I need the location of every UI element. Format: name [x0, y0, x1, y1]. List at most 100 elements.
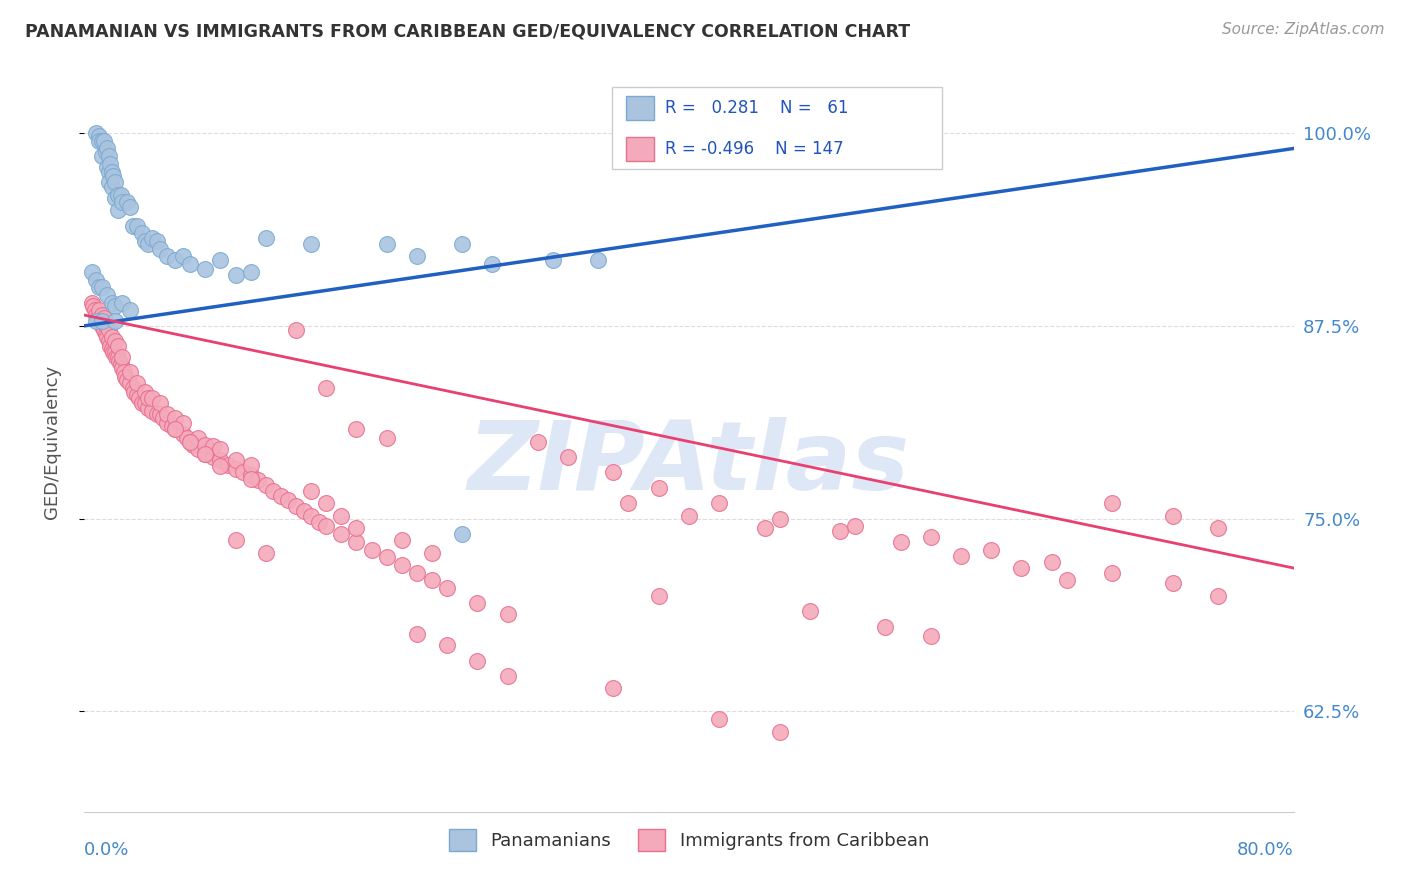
- Point: [165, 411, 187, 425]
- Point: [844, 519, 866, 533]
- Text: R = -0.496    N = 147: R = -0.496 N = 147: [665, 140, 844, 158]
- Point: [172, 250, 194, 264]
- Text: 80.0%: 80.0%: [1237, 841, 1294, 859]
- Point: [160, 419, 183, 434]
- Point: [225, 268, 247, 282]
- Point: [648, 481, 671, 495]
- Point: [122, 385, 145, 400]
- Point: [308, 515, 330, 529]
- Point: [391, 533, 413, 548]
- Point: [1040, 555, 1063, 569]
- Point: [111, 295, 134, 310]
- Point: [156, 416, 179, 430]
- Text: 0.0%: 0.0%: [84, 841, 129, 859]
- Point: [194, 437, 217, 451]
- Text: ZIPAtlas: ZIPAtlas: [468, 417, 910, 510]
- Point: [165, 422, 187, 436]
- Point: [97, 164, 120, 178]
- Point: [179, 257, 201, 271]
- Point: [89, 303, 111, 318]
- Point: [769, 511, 792, 525]
- Point: [315, 519, 337, 533]
- Point: [254, 231, 277, 245]
- Point: [375, 237, 398, 252]
- Point: [232, 466, 254, 480]
- Point: [104, 314, 127, 328]
- Point: [141, 403, 163, 417]
- Point: [87, 311, 110, 326]
- Point: [141, 231, 163, 245]
- Point: [91, 149, 114, 163]
- Point: [209, 459, 232, 474]
- Point: [110, 358, 132, 372]
- Point: [920, 629, 942, 643]
- Point: [107, 350, 129, 364]
- Point: [104, 191, 127, 205]
- Point: [136, 237, 159, 252]
- Point: [82, 299, 104, 313]
- Y-axis label: GED/Equivalency: GED/Equivalency: [42, 365, 60, 518]
- Point: [91, 280, 114, 294]
- Point: [101, 169, 124, 184]
- Point: [179, 434, 201, 449]
- Point: [89, 314, 111, 328]
- Point: [94, 326, 117, 341]
- Point: [104, 345, 127, 359]
- Point: [194, 447, 217, 461]
- Point: [93, 134, 115, 148]
- Point: [299, 508, 322, 523]
- Point: [156, 407, 179, 421]
- Point: [134, 234, 156, 248]
- Point: [179, 434, 201, 449]
- Point: [225, 533, 247, 548]
- Point: [98, 339, 121, 353]
- Point: [406, 627, 429, 641]
- Point: [330, 508, 353, 523]
- Point: [93, 311, 115, 326]
- Point: [127, 376, 149, 390]
- Point: [97, 324, 120, 338]
- Point: [299, 483, 322, 498]
- Point: [201, 439, 224, 453]
- Point: [96, 160, 118, 174]
- Point: [709, 712, 731, 726]
- Point: [406, 250, 429, 264]
- Point: [239, 468, 262, 483]
- Point: [100, 164, 122, 178]
- Point: [86, 308, 108, 322]
- Point: [118, 365, 141, 379]
- Point: [149, 242, 172, 256]
- Point: [107, 203, 129, 218]
- Point: [406, 566, 429, 580]
- Point: [1161, 576, 1184, 591]
- Point: [110, 187, 132, 202]
- Point: [80, 265, 103, 279]
- Point: [209, 252, 232, 267]
- Point: [950, 549, 973, 563]
- Point: [118, 376, 141, 390]
- Point: [194, 261, 217, 276]
- Point: [100, 295, 122, 310]
- Point: [467, 654, 489, 668]
- Point: [346, 521, 368, 535]
- Point: [799, 604, 821, 618]
- Point: [187, 442, 209, 457]
- Point: [1161, 508, 1184, 523]
- Point: [172, 426, 194, 441]
- Point: [496, 669, 519, 683]
- Text: PANAMANIAN VS IMMIGRANTS FROM CARIBBEAN GED/EQUIVALENCY CORRELATION CHART: PANAMANIAN VS IMMIGRANTS FROM CARIBBEAN …: [25, 22, 911, 40]
- Point: [128, 392, 150, 406]
- Point: [91, 134, 114, 148]
- Point: [97, 334, 120, 349]
- Point: [115, 195, 138, 210]
- Point: [101, 345, 124, 359]
- Point: [527, 434, 550, 449]
- Point: [201, 450, 224, 464]
- Point: [980, 542, 1002, 557]
- Point: [156, 250, 179, 264]
- Point: [91, 308, 114, 322]
- Point: [111, 360, 134, 375]
- Point: [176, 432, 198, 446]
- Point: [315, 380, 337, 394]
- Point: [391, 558, 413, 572]
